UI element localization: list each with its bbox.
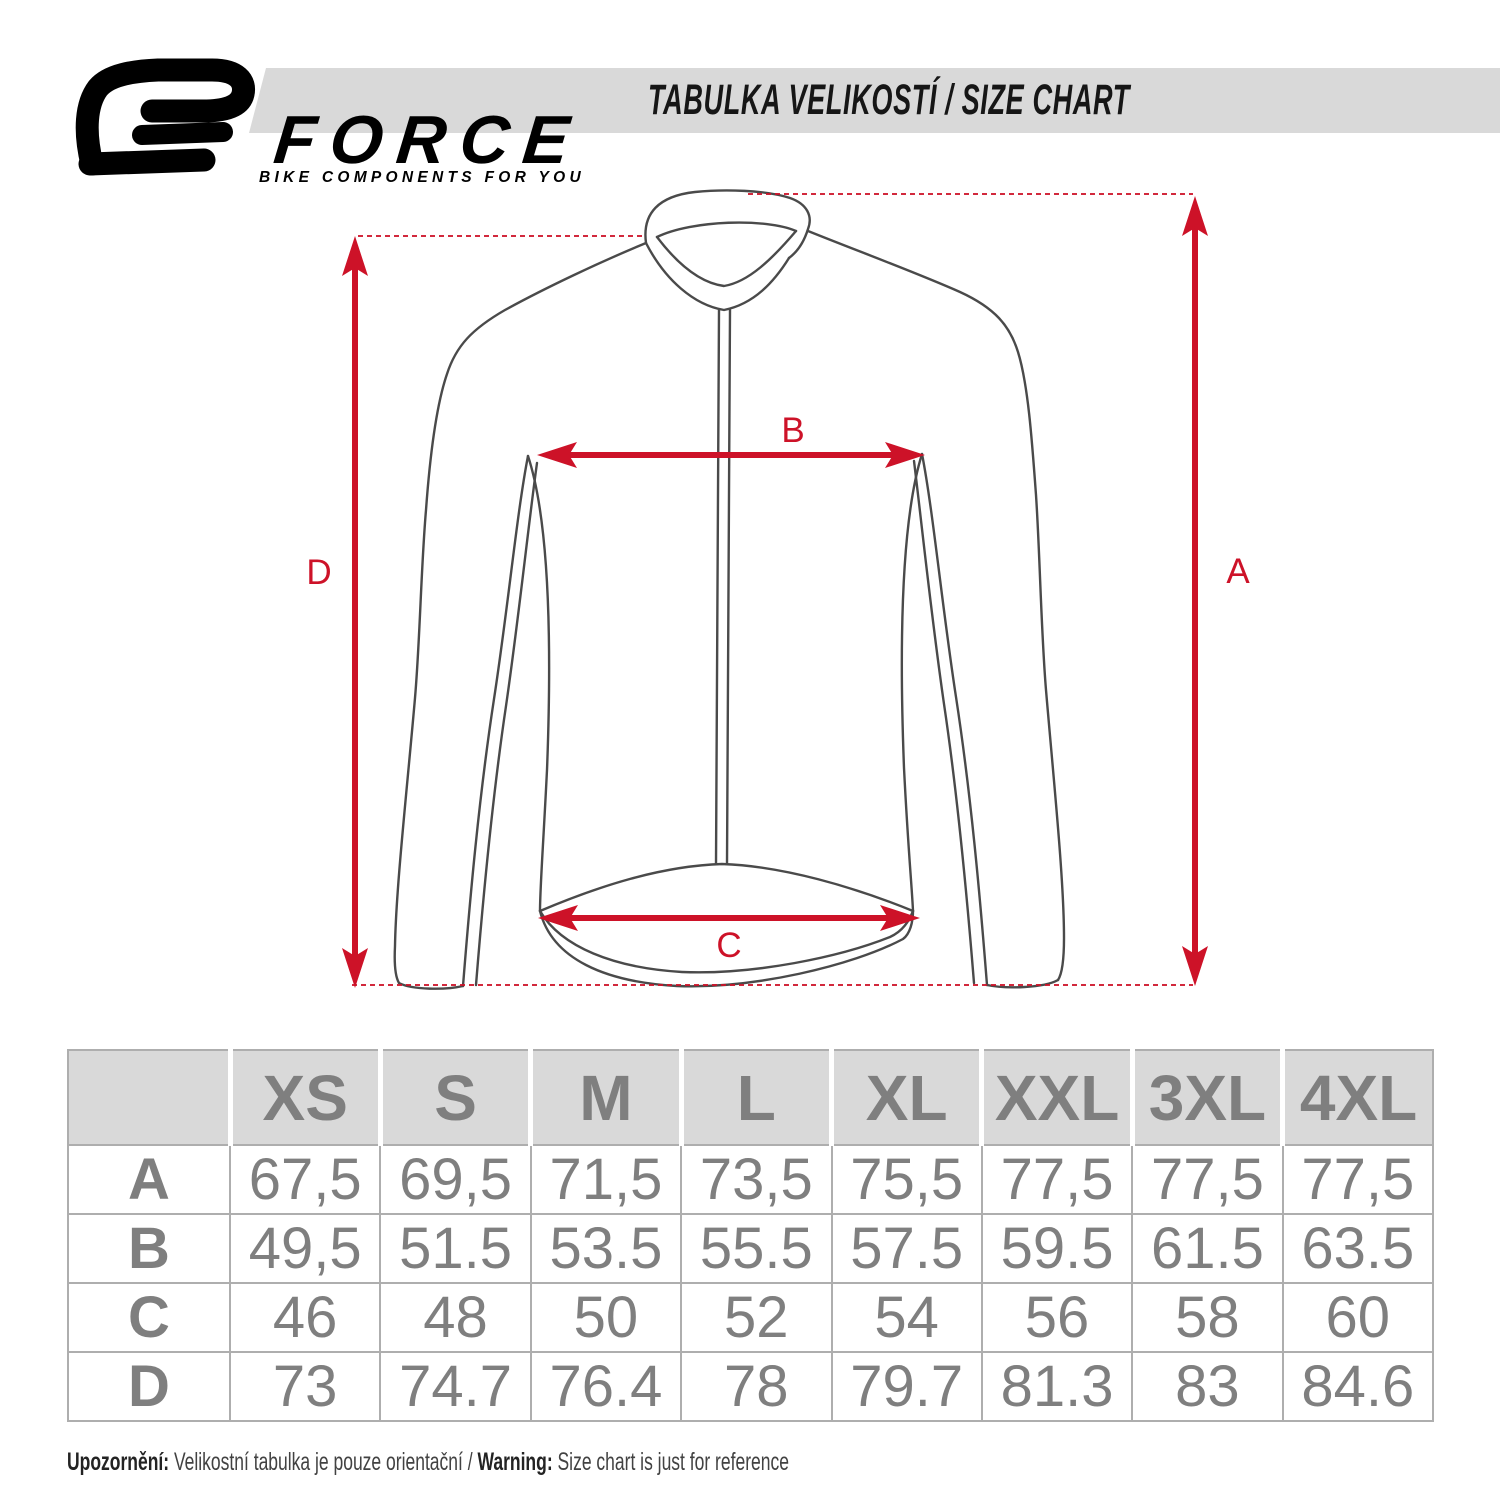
measurement-label-d: D [306,553,331,592]
table-corner-cell [67,1049,233,1146]
table-cell: 48 [379,1282,532,1353]
table-cell: 77,5 [980,1144,1134,1215]
measurement-arrow-d [342,236,368,988]
footer-label-en: Warning: [477,1448,553,1476]
measurement-arrow-b [537,442,925,468]
table-cell: 77,5 [1131,1144,1284,1215]
force-logo-icon [75,58,255,176]
table-cell: 73 [228,1351,382,1422]
table-cell: 46 [228,1282,382,1353]
column-header-xl: XL [828,1049,985,1146]
column-header-s: S [377,1049,534,1146]
table-cell: 84.6 [1281,1351,1435,1422]
table-cell: 55.5 [680,1213,833,1284]
footer-text-cs: Velikostní tabulka je pouze orientační / [169,1448,478,1476]
jersey-outline [393,189,1066,990]
table-cell: 71,5 [529,1144,683,1215]
row-label: C [67,1282,231,1353]
table-cell: 77,5 [1281,1144,1435,1215]
table-cell: 67,5 [228,1144,382,1215]
measurement-arrow-c [538,905,920,931]
table-cell: 58 [1131,1282,1284,1353]
column-header-xxl: XXL [979,1049,1135,1146]
table-cell: 83 [1131,1351,1284,1422]
page-title: TABULKA VELIKOSTÍ / SIZE CHART [648,76,1130,124]
table-cell: 60 [1281,1282,1435,1353]
measurement-label-b: B [781,411,804,450]
size-table-header-row: XS S M L XL XXL 3XL 4XL [67,1049,1435,1146]
table-row-b: B 49,5 51.5 53.5 55.5 57.5 59.5 61.5 63.… [67,1213,1435,1284]
table-cell: 74.7 [379,1351,532,1422]
table-cell: 56 [980,1282,1134,1353]
table-cell: 61.5 [1131,1213,1284,1284]
row-label: B [67,1213,231,1284]
table-cell: 81.3 [980,1351,1134,1422]
table-cell: 63.5 [1281,1213,1435,1284]
table-cell: 57.5 [830,1213,983,1284]
page-title-wrap: TABULKA VELIKOSTÍ / SIZE CHART [648,68,1413,133]
dashed-guides [352,193,1193,986]
column-header-3xl: 3XL [1129,1049,1286,1146]
table-cell: 49,5 [228,1213,382,1284]
table-row-a: A 67,5 69,5 71,5 73,5 75,5 77,5 77,5 77,… [67,1144,1435,1215]
table-cell: 78 [680,1351,833,1422]
footer-text-en: Size chart is just for reference [552,1448,789,1476]
measurement-label-a: A [1226,552,1250,591]
column-header-m: M [528,1049,684,1146]
table-cell: 69,5 [379,1144,532,1215]
row-label: A [67,1144,231,1215]
table-cell: 51.5 [379,1213,532,1284]
table-cell: 53.5 [529,1213,683,1284]
footer-note: Upozornění: Velikostní tabulka je pouze … [67,1448,789,1477]
table-cell: 52 [680,1282,833,1353]
table-cell: 75,5 [830,1144,983,1215]
table-cell: 50 [529,1282,683,1353]
size-table: XS S M L XL XXL 3XL 4XL A 67,5 69,5 71,5… [67,1049,1435,1422]
row-label: D [67,1351,231,1422]
measurement-arrow-a [1182,196,1208,986]
brand-tagline: BIKE COMPONENTS FOR YOU [259,169,585,186]
table-cell: 59.5 [980,1213,1134,1284]
table-row-c: C 46 48 50 52 54 56 58 60 [67,1282,1435,1353]
header-band: TABULKA VELIKOSTÍ / SIZE CHART [249,68,1500,133]
table-cell: 79.7 [830,1351,983,1422]
measurement-label-c: C [716,926,741,965]
table-cell: 54 [830,1282,983,1353]
footer-label-cs: Upozornění: [67,1448,170,1476]
column-header-4xl: 4XL [1280,1049,1435,1146]
table-cell: 76.4 [529,1351,683,1422]
table-cell: 73,5 [680,1144,833,1215]
column-header-l: L [678,1049,835,1146]
table-row-d: D 73 74.7 76.4 78 79.7 81.3 83 84.6 [67,1351,1435,1422]
column-header-xs: XS [227,1049,383,1146]
